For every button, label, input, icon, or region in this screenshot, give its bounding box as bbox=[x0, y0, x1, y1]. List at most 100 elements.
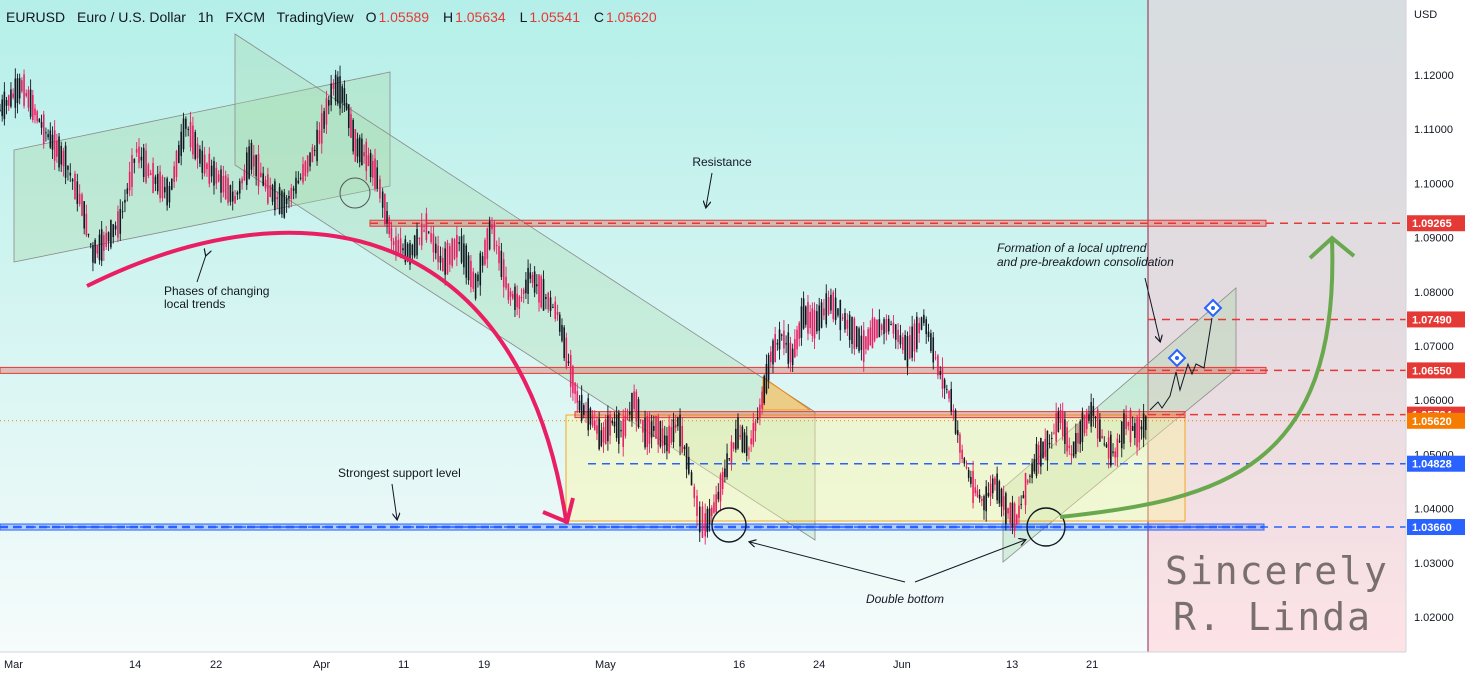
candle bbox=[752, 412, 755, 448]
candle bbox=[386, 201, 388, 234]
candle bbox=[804, 305, 807, 328]
candle bbox=[780, 333, 783, 341]
candle bbox=[719, 472, 722, 512]
candle bbox=[813, 302, 816, 350]
candle bbox=[502, 252, 505, 298]
candle bbox=[1094, 415, 1097, 429]
candle bbox=[339, 65, 341, 116]
candle bbox=[937, 354, 939, 380]
circle-marker-bottom-1 bbox=[711, 507, 747, 543]
high-value: 1.05634 bbox=[455, 9, 506, 25]
candle bbox=[554, 296, 557, 322]
candle bbox=[152, 157, 154, 194]
candle bbox=[119, 199, 122, 241]
symbol[interactable]: EURUSD bbox=[6, 9, 66, 25]
candle bbox=[952, 404, 955, 421]
x-tick-label: 24 bbox=[813, 659, 825, 671]
candle bbox=[432, 225, 435, 262]
candle bbox=[841, 313, 844, 321]
candle bbox=[741, 424, 744, 454]
arrow-phases bbox=[196, 255, 206, 283]
candle bbox=[981, 496, 983, 507]
candle bbox=[32, 89, 34, 123]
candle bbox=[878, 309, 881, 338]
candle bbox=[1046, 430, 1049, 471]
candle bbox=[248, 139, 250, 180]
candle bbox=[133, 158, 136, 174]
candle bbox=[851, 316, 853, 354]
candle bbox=[683, 445, 686, 456]
candle bbox=[142, 143, 145, 183]
candle bbox=[976, 484, 979, 498]
candle bbox=[596, 416, 598, 441]
candle bbox=[721, 467, 724, 495]
candle bbox=[963, 456, 966, 467]
candle bbox=[661, 420, 664, 454]
candle bbox=[1090, 393, 1092, 433]
candle bbox=[404, 235, 407, 265]
candle bbox=[1050, 431, 1053, 449]
label-phases-2: local trends bbox=[164, 297, 225, 311]
candle bbox=[253, 144, 255, 176]
candle bbox=[96, 244, 99, 258]
candle bbox=[679, 408, 681, 456]
candle bbox=[633, 384, 635, 412]
candle bbox=[853, 316, 856, 356]
candle bbox=[989, 475, 992, 506]
candle bbox=[192, 116, 194, 160]
circle-marker-apr bbox=[339, 177, 371, 209]
candle bbox=[1118, 434, 1121, 443]
candle bbox=[538, 274, 540, 312]
candle bbox=[451, 237, 453, 269]
candle bbox=[690, 469, 693, 486]
x-tick-label: 19 bbox=[478, 659, 490, 671]
candle bbox=[674, 414, 677, 433]
candle bbox=[38, 117, 41, 123]
candle bbox=[628, 401, 631, 422]
currency-label: USD bbox=[1414, 9, 1437, 21]
candle bbox=[238, 178, 241, 200]
candle bbox=[728, 458, 731, 462]
candle bbox=[12, 88, 14, 100]
candle bbox=[437, 235, 439, 270]
candle bbox=[222, 165, 225, 198]
candle bbox=[563, 325, 565, 362]
candle bbox=[932, 332, 935, 370]
candle bbox=[567, 353, 570, 367]
level-price-tag: 1.06550 bbox=[1407, 362, 1465, 379]
candle bbox=[954, 408, 957, 435]
candle bbox=[194, 129, 197, 161]
candle bbox=[337, 71, 339, 107]
candle bbox=[227, 174, 229, 206]
candle bbox=[913, 319, 916, 362]
interval[interactable]: 1h bbox=[197, 9, 214, 25]
candle bbox=[765, 354, 768, 395]
candle bbox=[363, 144, 365, 164]
candle bbox=[1035, 436, 1038, 479]
candle bbox=[789, 336, 792, 372]
candle bbox=[839, 299, 842, 341]
candle bbox=[67, 165, 69, 181]
candle bbox=[890, 320, 892, 326]
low-label: L bbox=[519, 9, 528, 25]
candle bbox=[423, 223, 425, 233]
green-curved-arrow bbox=[1059, 239, 1335, 519]
candle bbox=[818, 297, 821, 340]
candle bbox=[837, 308, 839, 318]
candle bbox=[688, 446, 690, 476]
candle bbox=[76, 173, 79, 212]
candle bbox=[946, 384, 948, 394]
y-tick-label: 1.07000 bbox=[1414, 341, 1454, 353]
candle bbox=[772, 338, 774, 374]
candle bbox=[311, 143, 314, 163]
candle bbox=[390, 221, 393, 250]
candle bbox=[511, 290, 514, 301]
close-value: 1.05620 bbox=[606, 9, 657, 25]
candle bbox=[923, 309, 925, 326]
candle bbox=[224, 170, 227, 201]
candle bbox=[820, 299, 823, 329]
candle bbox=[516, 285, 518, 316]
candle bbox=[1005, 491, 1007, 531]
candle bbox=[430, 226, 432, 245]
